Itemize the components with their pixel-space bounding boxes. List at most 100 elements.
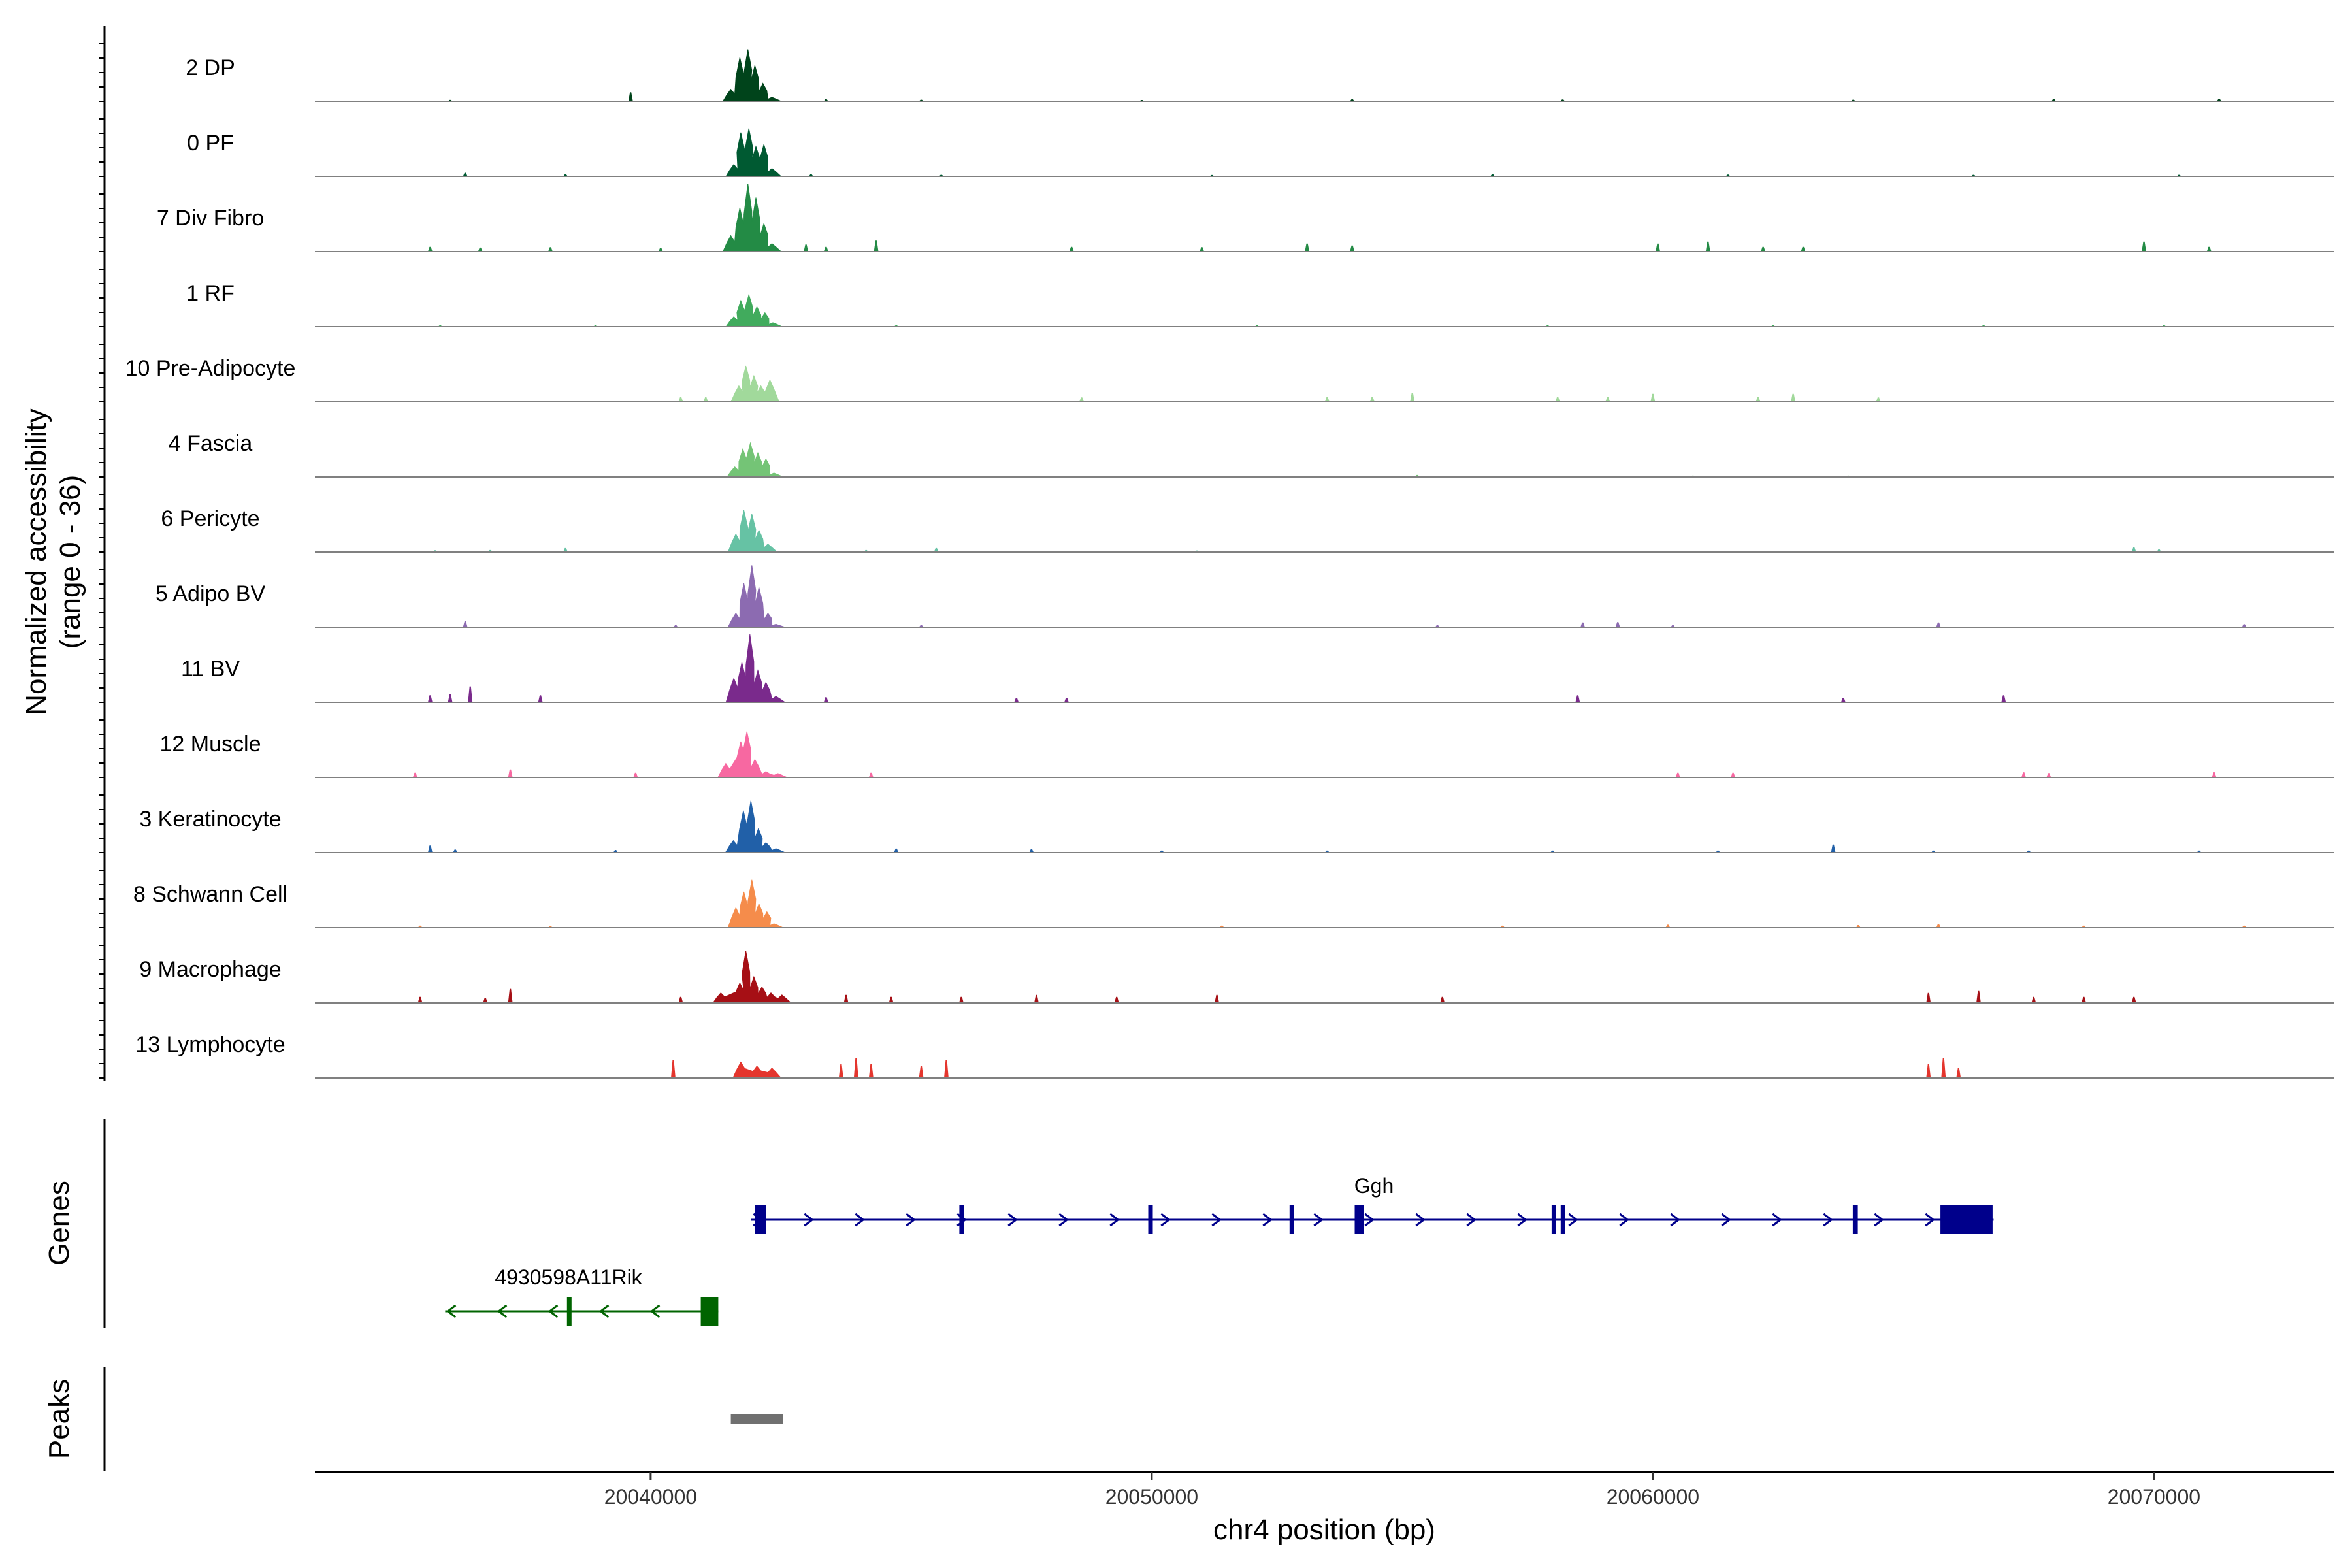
coverage-bg-peak xyxy=(678,996,683,1003)
coverage-bg-peak xyxy=(1410,393,1415,402)
gene-exon xyxy=(1560,1205,1565,1234)
coverage-track: 8 Schwann Cell xyxy=(133,879,2334,928)
coverage-bg-peak xyxy=(1580,622,1585,627)
coverage-bg-peak xyxy=(1069,246,1074,252)
coverage-bg-peak xyxy=(1200,247,1204,252)
strand-chevron xyxy=(1007,1213,1018,1227)
coverage-track: 9 Macrophage xyxy=(139,951,2334,1004)
strand-chevron xyxy=(1160,1213,1171,1227)
strand-chevron xyxy=(1619,1213,1629,1227)
coverage-bg-peak xyxy=(703,397,708,402)
coverage-bg-peak xyxy=(412,772,417,777)
coverage-track: 4 Fascia xyxy=(169,431,2334,478)
strand-chevron xyxy=(1415,1213,1426,1227)
strand-chevron xyxy=(649,1304,661,1318)
track-label: 8 Schwann Cell xyxy=(133,882,287,907)
coverage-bg-peak xyxy=(889,996,894,1003)
y-axis xyxy=(99,26,106,1081)
x-tick-label: 20070000 xyxy=(2108,1485,2200,1509)
gene-exon xyxy=(1148,1205,1153,1234)
coverage-bg-peak xyxy=(658,248,663,252)
x-tick-label: 20050000 xyxy=(1105,1485,1198,1509)
track-label: 1 RF xyxy=(186,281,235,306)
coverage-bg-peak xyxy=(838,1064,843,1078)
strand-chevron xyxy=(804,1213,814,1227)
strand-chevron xyxy=(1517,1213,1527,1227)
gene-exon xyxy=(566,1297,572,1326)
coverage-bg-peak xyxy=(448,694,453,702)
coverage-bg-peak xyxy=(959,996,964,1003)
coverage-bg-peak xyxy=(934,547,939,552)
coverage-bg-peak xyxy=(463,172,468,176)
coverage-bg-peak xyxy=(1731,772,1736,777)
coverage-bg-peak xyxy=(2242,624,2247,627)
coverage-bg-peak xyxy=(1605,397,1610,402)
coverage-main-peak xyxy=(726,442,783,478)
track-label: 10 Pre-Adipocyte xyxy=(125,356,296,381)
coverage-bg-peak xyxy=(804,244,809,252)
strand-chevron xyxy=(1364,1213,1375,1227)
coverage-track: 12 Muscle xyxy=(160,731,2334,778)
coverage-bg-peak xyxy=(1034,994,1039,1003)
coverage-bg-peak xyxy=(1650,393,1656,402)
coverage-bg-peak xyxy=(1791,393,1796,402)
track-label: 2 DP xyxy=(186,56,235,80)
strand-chevron xyxy=(1568,1213,1578,1227)
peak-region xyxy=(730,1414,783,1424)
coverage-bg-peak xyxy=(1956,1068,1961,1078)
gene-exon xyxy=(1289,1205,1294,1234)
coverage-bg-peak xyxy=(894,848,899,853)
coverage-bg-peak xyxy=(428,246,433,252)
coverage-bg-peak xyxy=(1029,849,1034,853)
gene-exon xyxy=(1354,1205,1364,1234)
coverage-main-peak xyxy=(712,951,792,1004)
coverage-bg-peak xyxy=(874,240,879,252)
coverage-bg-peak xyxy=(1215,994,1219,1003)
coverage-main-peak xyxy=(732,1061,782,1079)
coverage-bg-peak xyxy=(1665,924,1671,928)
coverage-bg-peak xyxy=(538,695,543,702)
coverage-bg-peak xyxy=(944,1060,949,1078)
track-label: 4 Fascia xyxy=(169,431,253,456)
strand-chevron xyxy=(446,1304,457,1318)
track-label: 13 Lymphocyte xyxy=(135,1032,285,1057)
y-axis-title: Normalized accessibility xyxy=(20,408,52,715)
coverage-bg-peak xyxy=(919,1066,924,1078)
coverage-track: 7 Div Fibro xyxy=(157,184,2334,252)
gene-name-label: 4930598A11Rik xyxy=(495,1266,642,1289)
coverage-bg-peak xyxy=(2206,246,2212,252)
gene-exon xyxy=(1852,1205,1858,1234)
coverage-bg-peak xyxy=(417,996,423,1003)
coverage-bg-peak xyxy=(428,845,433,853)
coverage-bg-peak xyxy=(1555,397,1560,402)
strand-chevron xyxy=(1109,1213,1120,1227)
x-axis-title: chr4 position (bp) xyxy=(1213,1514,1435,1546)
coverage-bg-peak xyxy=(1705,241,1710,252)
coverage-track: 2 DP xyxy=(186,49,2334,102)
coverage-bg-peak xyxy=(1324,397,1330,402)
coverage-bg-peak xyxy=(1756,397,1761,402)
track-label: 3 Keratinocyte xyxy=(139,807,281,832)
peaks-panel xyxy=(730,1414,783,1424)
track-label: 7 Div Fibro xyxy=(157,206,264,231)
coverage-track: 0 PF xyxy=(187,128,2334,177)
coverage-track: 5 Adipo BV xyxy=(155,565,2334,628)
coverage-main-peak xyxy=(725,800,785,853)
coverage-main-peak xyxy=(725,293,783,327)
coverage-bg-peak xyxy=(2021,772,2026,777)
coverage-bg-peak xyxy=(843,994,849,1003)
coverage-bg-peak xyxy=(2082,996,2086,1003)
track-label: 12 Muscle xyxy=(160,732,261,757)
coverage-bg-peak xyxy=(868,772,874,777)
x-tick-label: 20060000 xyxy=(1607,1485,1699,1509)
coverage-bg-peak xyxy=(1801,246,1806,252)
strand-chevron xyxy=(1211,1213,1222,1227)
coverage-bg-peak xyxy=(1840,698,1846,702)
coverage-bg-peak xyxy=(1079,397,1084,402)
strand-chevron xyxy=(1874,1213,1884,1227)
coverage-main-peak xyxy=(727,565,785,628)
strand-chevron xyxy=(855,1213,865,1227)
coverage-bg-peak xyxy=(1936,924,1941,928)
coverage-track: 10 Pre-Adipocyte xyxy=(125,356,2334,402)
